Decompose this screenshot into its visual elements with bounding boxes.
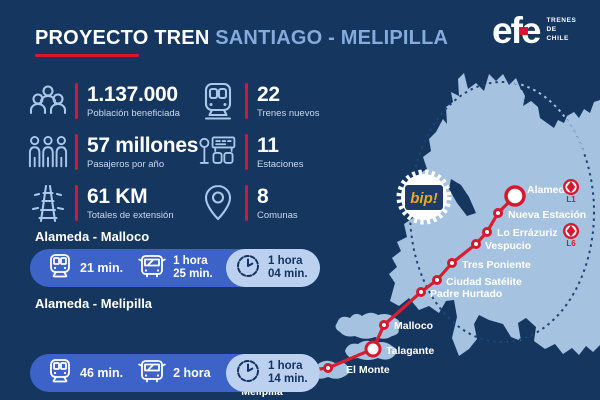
station-marker-talagante <box>364 340 382 358</box>
route-header-melipilla: Alameda - Melipilla <box>35 296 153 311</box>
clock-icon <box>235 253 261 284</box>
map-island-malloco <box>335 312 400 339</box>
bip-badge: bip! <box>396 169 452 225</box>
metro-line1-label: L1 <box>566 195 576 204</box>
page-title: PROYECTO TREN SANTIAGO - MELIPILLA <box>35 27 448 50</box>
stat-value: 1.137.000 <box>87 82 178 106</box>
stat-label: Pasajeros por año <box>87 158 165 170</box>
station-marker-dots <box>323 208 503 373</box>
total-time-segment: 1 hora 04 min. <box>226 249 320 287</box>
bus-time: 2 hora <box>173 366 211 380</box>
passengers-icon <box>28 134 68 170</box>
metro-line6-icon <box>563 223 579 239</box>
metro-line1-icon <box>563 179 579 195</box>
stat-extension: 61 KM Totales de extensión <box>28 182 174 224</box>
train-time: 46 min. <box>80 366 124 380</box>
bus-small-icon <box>138 253 166 284</box>
stat-label: Comunas <box>257 209 298 221</box>
title-underline <box>35 54 139 57</box>
stat-comunas: 8 Comunas <box>198 182 298 224</box>
map-pin-icon <box>198 183 238 223</box>
region-boundary-dashed-light <box>514 82 584 152</box>
station-label: Malloco <box>394 320 433 332</box>
station-icon <box>198 133 238 171</box>
station-label: Alameda <box>527 184 571 196</box>
total-time-segment: 1 hora 14 min. <box>226 354 320 392</box>
stat-label: Estaciones <box>257 158 304 170</box>
station-label: Ciudad Satélite <box>446 276 522 288</box>
stat-divider <box>75 185 78 221</box>
stat-label: Población beneficiada <box>87 107 180 119</box>
travel-time-pill-melipilla: 46 min. 2 hora 1 hora 14 min. <box>30 354 320 392</box>
stat-divider <box>245 185 248 221</box>
stat-value: 11 <box>257 133 279 157</box>
page-title-blue: SANTIAGO - MELIPILLA <box>215 27 449 49</box>
train-front-icon <box>198 82 238 120</box>
railway-tracks-icon <box>28 183 68 223</box>
train-small-icon <box>47 253 73 284</box>
page-title-white: PROYECTO TREN <box>35 27 210 49</box>
station-label: Tres Poniente <box>462 259 531 271</box>
bus-time: 1 hora 25 min. <box>173 255 213 280</box>
metro-line6-label: L6 <box>566 239 576 248</box>
efe-logo-word: efe <box>492 10 542 51</box>
stat-trenes: 22 Trenes nuevos <box>198 80 320 122</box>
train-time: 21 min. <box>80 261 124 275</box>
station-marker-alameda <box>504 185 526 207</box>
bip-label: bip! <box>410 190 438 207</box>
stat-value: 57 millones <box>87 133 199 157</box>
total-time: 1 hora 04 min. <box>268 255 308 280</box>
stat-label: Trenes nuevos <box>257 107 320 119</box>
train-small-icon <box>47 358 73 389</box>
total-time: 1 hora 14 min. <box>268 360 308 385</box>
travel-time-pill-malloco: 21 min. 1 hora 25 min. 1 hora 04 min. <box>30 249 320 287</box>
stat-divider <box>75 134 78 170</box>
stat-estaciones: 11 Estaciones <box>198 131 303 173</box>
map-bay-cutout <box>516 65 600 128</box>
stat-label: Totales de extensión <box>87 209 174 221</box>
stat-value: 22 <box>257 82 280 106</box>
station-label: Lo Errázuriz <box>497 227 558 239</box>
stat-poblacion: 1.137.000 Población beneficiada <box>28 80 180 122</box>
bus-small-icon <box>138 358 166 389</box>
efe-logo-red-square <box>520 27 528 35</box>
route-header-malloco: Alameda - Malloco <box>35 229 150 244</box>
stat-value: 61 KM <box>87 184 148 208</box>
region-boundary-dashed <box>409 81 595 343</box>
station-label: Nueva Estación <box>508 209 586 221</box>
station-label: El Monte <box>346 364 390 376</box>
stat-pasajeros: 57 millones Pasajeros por año <box>28 131 198 173</box>
clock-icon <box>235 358 261 389</box>
efe-logo: efe TRENES DE CHILE <box>492 12 576 49</box>
stat-value: 8 <box>257 184 269 208</box>
stat-divider <box>245 134 248 170</box>
station-label: Talagante <box>386 345 434 357</box>
station-label: Padre Hurtado <box>430 288 502 300</box>
people-group-icon <box>28 83 68 119</box>
map-wedge-cutout <box>449 179 476 216</box>
station-marker-dot-centers <box>326 211 500 370</box>
efe-logo-subtitle: TRENES DE CHILE <box>546 17 577 42</box>
stat-divider <box>75 83 78 119</box>
stat-divider <box>245 83 248 119</box>
station-label: Vespucio <box>485 240 531 252</box>
